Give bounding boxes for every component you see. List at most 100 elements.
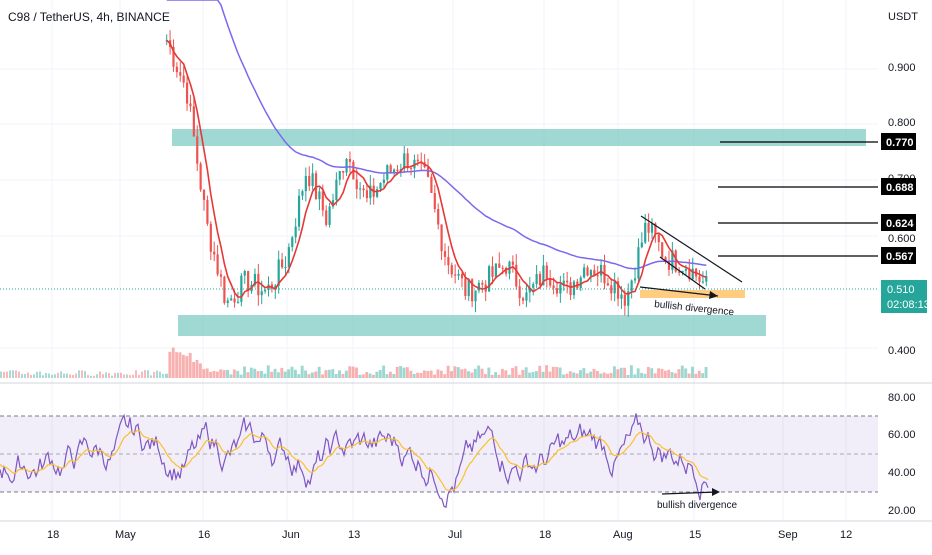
volume-bar xyxy=(592,368,596,378)
price-axis[interactable]: USDT 0.900 0.800 0.700 0.600 0.400 0.770… xyxy=(881,11,930,357)
volume-bar xyxy=(507,374,511,378)
volume-bar xyxy=(212,371,216,378)
candle-body xyxy=(545,265,548,279)
volume-bar xyxy=(514,366,518,378)
volume-bar xyxy=(558,367,562,378)
volume-bar xyxy=(531,372,535,378)
volume-bar xyxy=(399,366,403,378)
candle-body xyxy=(308,175,311,187)
candle-body xyxy=(450,265,453,275)
candle-body xyxy=(196,136,199,164)
volume-bar xyxy=(446,365,450,378)
volume-bar xyxy=(572,372,576,378)
volume-bar xyxy=(480,368,484,378)
volume-bar xyxy=(69,374,71,378)
volume-bar xyxy=(209,371,213,378)
candle-body xyxy=(325,210,328,225)
volume-bar xyxy=(640,372,644,378)
candle-body xyxy=(382,179,385,183)
rsi-tick-40: 40.00 xyxy=(888,467,916,479)
candle-body xyxy=(532,284,535,288)
candle-body xyxy=(593,270,596,276)
volume-bar xyxy=(15,370,17,378)
volume-bar xyxy=(555,366,559,378)
candle-body xyxy=(257,273,260,296)
volume-bar xyxy=(246,372,250,378)
rsi-line xyxy=(0,413,709,509)
candle-body xyxy=(223,276,226,303)
volume-bar xyxy=(185,356,189,378)
candle-body xyxy=(650,223,654,233)
volume-bar xyxy=(260,370,263,378)
volume-bar xyxy=(126,374,128,378)
volume-bar xyxy=(232,369,236,378)
candle-body xyxy=(511,261,514,265)
volume-bar xyxy=(358,374,362,378)
volume-bar xyxy=(657,368,660,378)
volume-bar xyxy=(439,370,443,378)
candle-body xyxy=(447,256,450,266)
volume-bar xyxy=(416,372,420,378)
volume-bar xyxy=(138,374,140,378)
volume-bar xyxy=(545,365,548,378)
volume-bar xyxy=(6,371,8,378)
volume-bar xyxy=(473,368,477,378)
volume-bar xyxy=(327,369,331,378)
volume-bar xyxy=(219,369,223,378)
level-badge-0567-bg xyxy=(881,247,916,264)
volume-bar xyxy=(504,370,508,378)
gridlines xyxy=(0,0,878,521)
volume-bar xyxy=(385,374,389,378)
symbol-title[interactable]: C98 / TetherUS, 4h, BINANCE xyxy=(8,10,170,24)
candle-body xyxy=(301,191,304,196)
candle-body xyxy=(365,190,369,199)
volume-bar xyxy=(402,367,406,378)
volume-bar xyxy=(582,368,586,378)
currency-label: USDT xyxy=(888,11,918,23)
volume-bar xyxy=(287,369,291,378)
candle-body xyxy=(630,280,633,292)
rsi-tick-20: 20.00 xyxy=(888,505,916,517)
level-badge-0567: 0.567 xyxy=(886,251,914,263)
volume-bar xyxy=(60,371,62,378)
candle-body xyxy=(583,267,586,278)
volume-bar xyxy=(677,369,681,378)
last-price-badge: 0.510 xyxy=(887,284,915,296)
candle-body xyxy=(481,282,484,285)
volume-bar xyxy=(141,371,143,378)
volume-bar xyxy=(477,365,481,378)
volume-bar xyxy=(602,372,606,378)
volume-bar xyxy=(565,373,569,378)
volume-bar xyxy=(511,368,515,378)
volume-bar xyxy=(280,367,284,378)
price-divergence-arrowhead xyxy=(709,291,718,299)
volume-bar xyxy=(646,366,650,378)
volume-bar xyxy=(114,373,116,378)
time-label-15-aug: 15 xyxy=(689,529,701,541)
volume-bar xyxy=(443,374,447,378)
candle-body xyxy=(633,278,637,281)
volume-bar xyxy=(589,371,593,378)
volume-bar xyxy=(263,373,267,378)
candle-body xyxy=(654,223,657,235)
volume-bar xyxy=(120,372,122,378)
volume-bars xyxy=(0,347,708,378)
candle-body xyxy=(338,170,341,180)
volume-bar xyxy=(378,370,382,378)
candle-body xyxy=(613,281,616,294)
candle-body xyxy=(600,264,603,276)
volume-bar xyxy=(395,366,399,378)
volume-bar xyxy=(236,370,240,378)
volume-bar xyxy=(270,371,274,378)
time-axis[interactable]: 18 May 16 Jun 13 Jul 18 Aug 15 Sep 12 xyxy=(47,529,852,541)
rsi-panel[interactable]: bullish divergence 80.00 60.00 40.00 20.… xyxy=(0,392,916,517)
price-tick-0400: 0.400 xyxy=(888,345,916,357)
candle-body xyxy=(311,173,314,187)
volume-bar xyxy=(87,374,89,378)
volume-bar xyxy=(372,374,375,378)
candle-body xyxy=(294,226,297,238)
volume-bar xyxy=(334,374,338,378)
candle-body xyxy=(471,279,474,302)
time-label-18-jul: 18 xyxy=(539,529,551,541)
